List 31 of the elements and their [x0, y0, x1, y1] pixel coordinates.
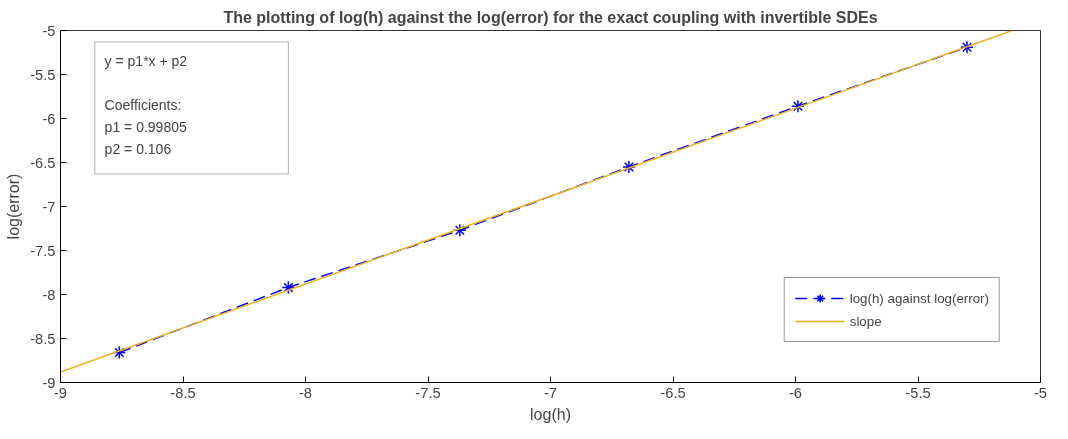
point	[960, 40, 974, 54]
x-tick-label: -5.5	[905, 384, 931, 401]
point	[453, 223, 467, 238]
y-tick-label: -6.5	[30, 154, 56, 171]
annotation: p1 = 0.99805	[104, 119, 187, 136]
y-axis-title: log(error)	[5, 173, 23, 240]
x-tick-label: -7	[543, 384, 558, 401]
annotation: y = p1*x + p2	[104, 53, 188, 70]
legend-label: slope	[849, 313, 882, 329]
x-axis-title: log(h)	[530, 405, 571, 423]
y-tick-label: -8.5	[30, 330, 56, 347]
x-tick-label: -5	[1033, 384, 1048, 401]
x-tick-label: -6	[788, 384, 803, 401]
annotation: Coefficients:	[104, 97, 182, 114]
y-tick-label: -6	[42, 110, 56, 127]
annotation: p2 = 0.106	[104, 141, 172, 158]
point	[622, 160, 636, 174]
legend-label: log(h) against log(error)	[849, 290, 989, 306]
point	[112, 345, 127, 360]
chart-title: The plotting of log(h) against the log(error) for the exact coupling with invertible SDEs	[223, 8, 878, 26]
x-tick-label: -8	[298, 384, 313, 401]
y-tick-label: -7	[42, 198, 56, 215]
x-tick-label: -7.5	[415, 384, 441, 401]
point	[281, 280, 296, 295]
y-tick-label: -7.5	[30, 242, 56, 259]
x-tick-label: -8.5	[170, 384, 196, 401]
y-tick-label: -8	[42, 286, 56, 303]
point	[791, 99, 805, 113]
y-tick-label: -5	[42, 22, 56, 39]
x-tick-label: -6.5	[660, 384, 686, 401]
y-tick-label: -5.5	[30, 66, 56, 83]
